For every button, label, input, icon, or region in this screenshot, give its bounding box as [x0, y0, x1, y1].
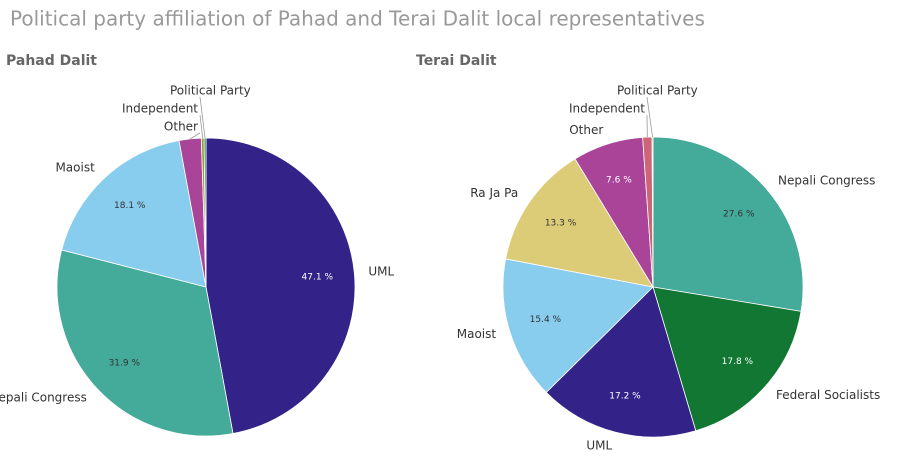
pie-slice — [505, 158, 654, 288]
pie-slice — [545, 286, 697, 438]
chart-title: Political party affiliation of Pahad and… — [10, 7, 705, 31]
sub-title: Terai Dalit — [416, 53, 497, 69]
category-label: Political Party — [617, 84, 698, 98]
sub-title: Pahad Dalit — [6, 53, 97, 69]
category-label: Other — [569, 123, 603, 137]
value-label: 15.4 % — [530, 315, 562, 325]
value-label: 17.8 % — [722, 357, 754, 367]
value-label: 47.1 % — [302, 272, 334, 282]
category-label: Maoist — [55, 160, 95, 174]
category-label: Independent — [122, 102, 198, 116]
category-label: Nepali Congress — [778, 173, 875, 187]
category-label: Federal Socialists — [776, 388, 880, 402]
pie-slice — [203, 137, 207, 288]
leader-line — [199, 114, 204, 139]
pie-slice — [56, 249, 234, 437]
category-label: Ra Ja Pa — [470, 186, 518, 200]
pie-slice — [651, 136, 654, 288]
value-label: 27.6 % — [723, 210, 755, 220]
value-label: 31.9 % — [109, 359, 141, 369]
category-label: Maoist — [457, 327, 497, 341]
pie-slice — [205, 137, 356, 434]
leader-line — [189, 132, 201, 140]
value-label: 17.2 % — [609, 391, 641, 401]
pie-slice — [61, 140, 207, 288]
category-label: Nepali Congress — [0, 391, 87, 405]
category-label: UML — [586, 438, 612, 452]
value-label: 13.3 % — [545, 218, 577, 228]
category-label: Political Party — [170, 84, 251, 98]
leader-line — [199, 96, 206, 139]
pie-slice — [652, 136, 804, 312]
category-label: UML — [368, 265, 394, 279]
pie-slice — [652, 286, 802, 432]
pie-slice — [502, 258, 654, 393]
value-label: 7.6 % — [606, 175, 632, 185]
leader-line — [646, 96, 653, 138]
value-label: 18.1 % — [114, 201, 146, 211]
category-label: Other — [164, 120, 198, 134]
category-label: Independent — [569, 102, 645, 116]
